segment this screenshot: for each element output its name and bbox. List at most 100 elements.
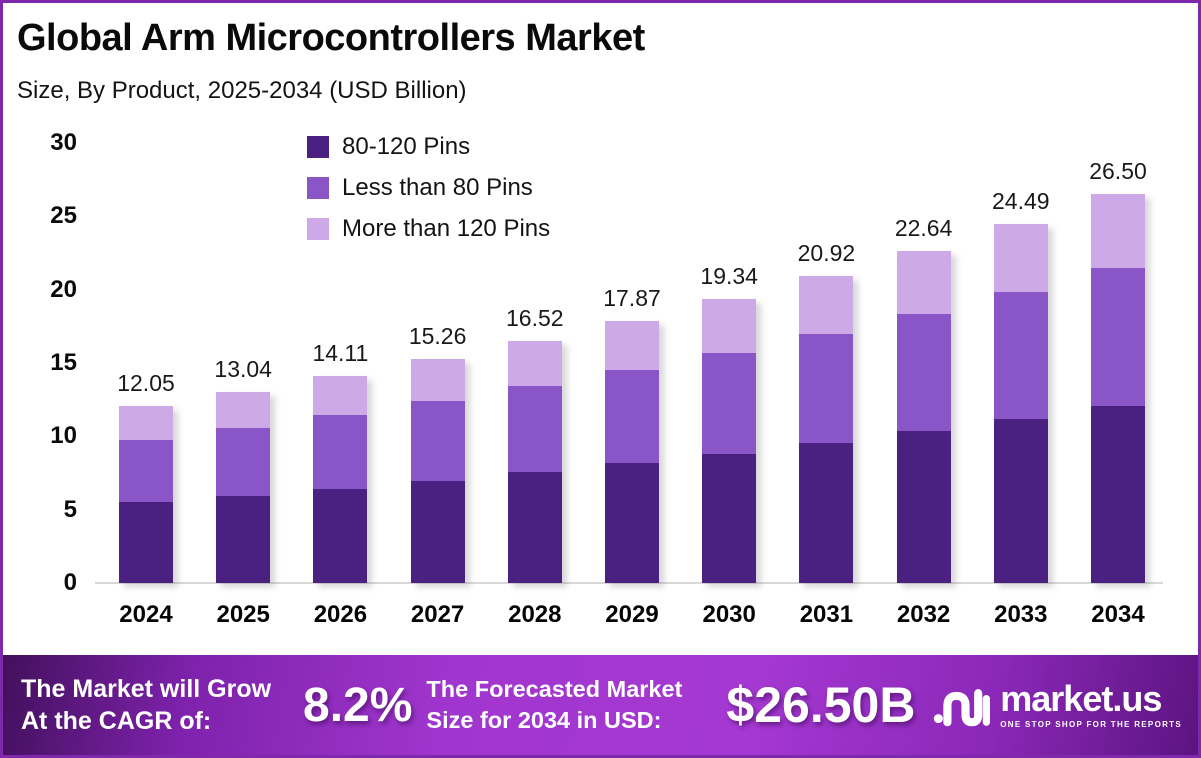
bar-segment-more-than-120-pins [119, 406, 173, 440]
bar-segment-80-120-pins [993, 419, 1048, 583]
chart-area: Global Arm Microcontrollers Market Size,… [3, 3, 1198, 655]
footer-banner: The Market will Grow At the CAGR of: 8.2… [3, 655, 1198, 755]
legend-label: 80-120 Pins [342, 133, 471, 160]
cagr-intro-text: The Market will Grow At the CAGR of: [21, 673, 293, 738]
bar-2030 [702, 299, 757, 583]
legend-swatch-icon [307, 177, 329, 199]
x-axis-label-2025: 2025 [216, 601, 270, 628]
bar-total-label: 20.92 [797, 240, 856, 267]
chart-legend: 80-120 Pins Less than 80 Pins More than 12… [307, 135, 550, 241]
forecast-intro-text: The Forecasted Market Size for 2034 in U… [426, 674, 682, 735]
y-axis-tick-label: 25 [50, 202, 77, 230]
bar-segment-80-120-pins [799, 443, 854, 583]
brand-tagline: ONE STOP SHOP FOR THE REPORTS [1000, 720, 1182, 729]
bar-segment-more-than-120-pins [896, 250, 951, 314]
bar-2025 [216, 391, 271, 583]
x-axis-label-2030: 2030 [702, 601, 756, 628]
bar-total-label: 15.26 [408, 323, 467, 350]
legend-swatch-icon [307, 136, 329, 158]
bar-segment-less-than-80-pins [799, 334, 854, 444]
bar-segment-more-than-120-pins [799, 276, 854, 335]
bar-segment-less-than-80-pins [605, 370, 659, 464]
y-axis-tick-label: 20 [50, 275, 77, 303]
bar-segment-more-than-120-pins [216, 391, 271, 428]
legend-item-0: 80-120 Pins [307, 135, 550, 159]
bar-2029 [605, 320, 659, 583]
x-axis-label-2029: 2029 [605, 601, 659, 628]
brand-logo: market.us ONE STOP SHOP FOR THE REPORTS [932, 681, 1182, 729]
bar-total-label: 13.04 [214, 355, 272, 382]
bar-segment-less-than-80-pins [702, 352, 757, 454]
bar-segment-less-than-80-pins [410, 401, 465, 481]
x-axis-label-2033: 2033 [994, 601, 1048, 628]
bar-segment-less-than-80-pins [1091, 267, 1145, 406]
bar-2032 [896, 250, 951, 583]
x-axis-label-2024: 2024 [119, 601, 173, 628]
brand-text: market.us ONE STOP SHOP FOR THE REPORTS [1000, 678, 1182, 730]
bar-total-label: 17.87 [603, 284, 661, 311]
bar-segment-80-120-pins [702, 453, 757, 583]
bar-2027 [410, 359, 465, 583]
page-subtitle: Size, By Product, 2025-2034 (USD Billion… [17, 77, 467, 104]
bar-total-label: 16.52 [506, 304, 564, 331]
bar-total-label: 26.50 [1089, 158, 1147, 185]
bar-total-label: 14.11 [312, 340, 369, 367]
bar-segment-80-120-pins [410, 480, 465, 583]
forecast-value: $26.50B [726, 677, 916, 733]
x-axis-label-2031: 2031 [799, 601, 854, 628]
x-axis-label-2032: 2032 [896, 601, 951, 628]
x-axis-label-2034: 2034 [1091, 601, 1145, 628]
y-axis-tick-label: 0 [63, 569, 77, 596]
bar-segment-80-120-pins [119, 502, 173, 583]
bar-segment-less-than-80-pins [216, 427, 271, 496]
bar-total-label: 22.64 [894, 214, 953, 241]
bar-segment-more-than-120-pins [313, 376, 368, 416]
bar-segment-less-than-80-pins [313, 415, 368, 489]
bar-segment-80-120-pins [313, 488, 368, 583]
bar-2024 [119, 406, 173, 583]
y-axis-tick-label: 30 [50, 129, 77, 156]
bar-segment-80-120-pins [896, 431, 951, 583]
bar-segment-80-120-pins [216, 495, 271, 583]
bar-total-label: 12.05 [117, 370, 175, 397]
y-axis-tick-label: 10 [50, 422, 77, 450]
bar-2026 [313, 376, 368, 583]
forecast-intro-line2: Size for 2034 in USD: [426, 707, 662, 733]
x-axis-label-2027: 2027 [410, 601, 465, 628]
bar-total-label: 19.34 [700, 263, 758, 290]
forecast-intro-line1: The Forecasted Market [426, 676, 683, 703]
cagr-intro-line2: At the CAGR of: [21, 707, 212, 735]
bar-segment-more-than-120-pins [605, 320, 659, 371]
bar-2028 [507, 340, 562, 583]
bar-segment-more-than-120-pins [507, 340, 562, 387]
legend-label: Less than 80 Pins [342, 174, 533, 201]
bar-segment-less-than-80-pins [507, 386, 562, 473]
legend-item-1: Less than 80 Pins [307, 176, 550, 200]
bar-segment-more-than-120-pins [993, 223, 1048, 292]
bar-segment-less-than-80-pins [993, 291, 1048, 420]
legend-label: More than 120 Pins [342, 215, 551, 242]
y-axis-tick-label: 5 [63, 495, 77, 523]
bar-segment-80-120-pins [605, 463, 659, 583]
bar-segment-more-than-120-pins [410, 359, 465, 402]
bar-segment-less-than-80-pins [119, 439, 173, 503]
market-us-logo-icon [934, 689, 991, 727]
bar-segment-80-120-pins [1091, 405, 1145, 583]
x-axis-label-2028: 2028 [508, 601, 562, 628]
bar-total-label: 24.49 [992, 187, 1050, 214]
bar-2031 [799, 276, 854, 583]
page-title: Global Arm Microcontrollers Market [17, 17, 645, 59]
legend-swatch-icon [307, 218, 329, 240]
bar-segment-80-120-pins [507, 472, 562, 583]
brand-name: market.us [1000, 678, 1162, 719]
bar-segment-less-than-80-pins [896, 313, 951, 432]
legend-item-2: More than 120 Pins [307, 217, 550, 241]
x-axis-line [95, 582, 1163, 584]
y-axis-tick-label: 15 [50, 349, 77, 376]
bar-2033 [993, 223, 1048, 583]
cagr-intro-line1: The Market will Grow [21, 674, 272, 703]
cagr-value: 8.2% [303, 678, 413, 732]
bar-segment-more-than-120-pins [1091, 194, 1145, 268]
bar-segment-more-than-120-pins [702, 299, 757, 353]
